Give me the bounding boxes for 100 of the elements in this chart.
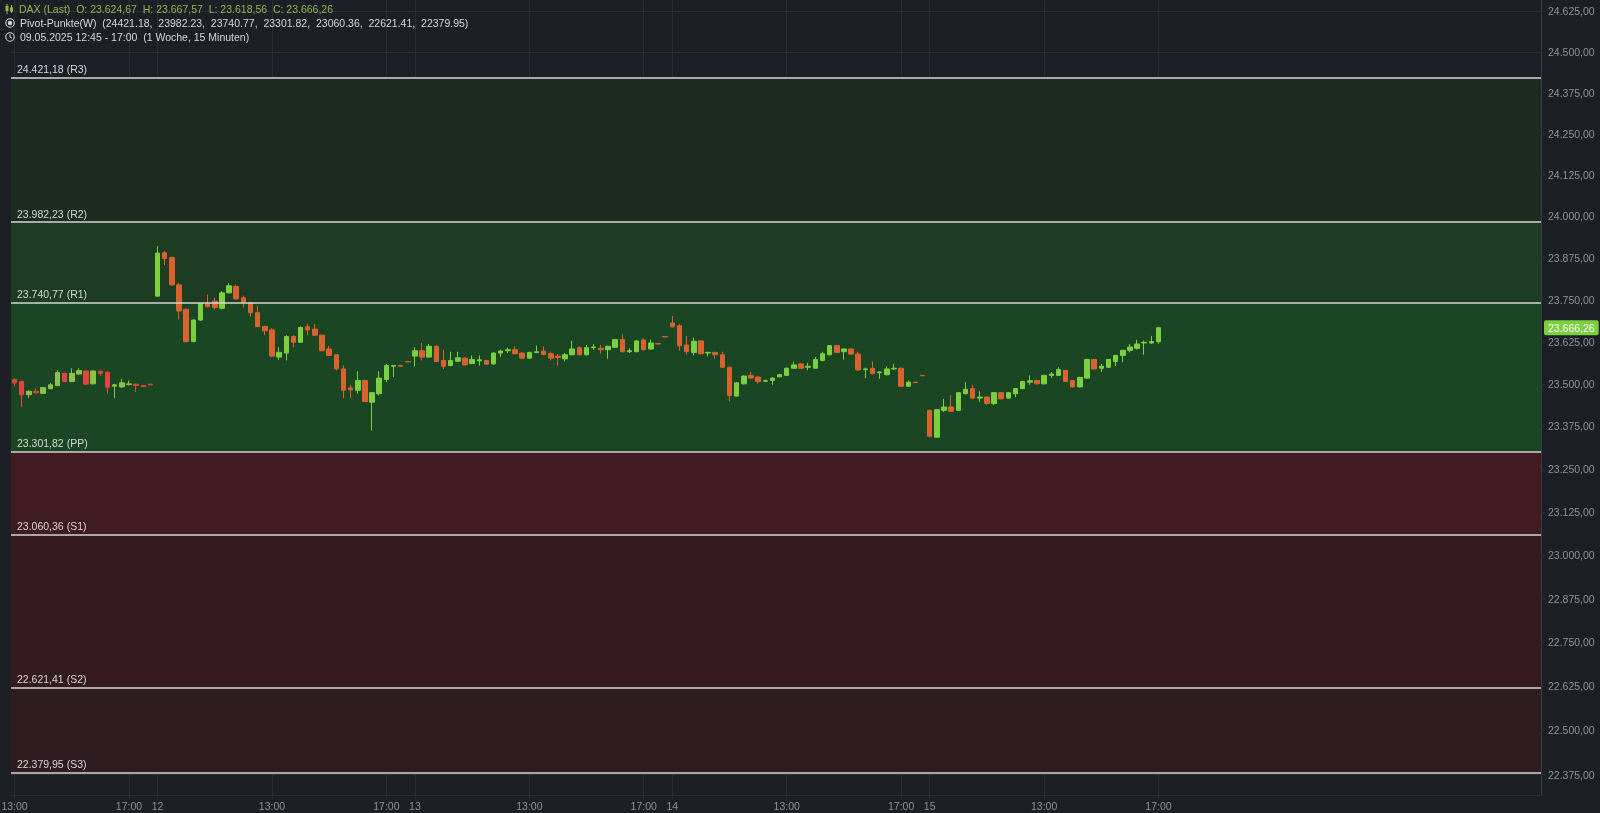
x-tick-label: 17:00 [887, 799, 915, 812]
candlestick [784, 367, 789, 377]
x-tick-label: 17:00 [373, 799, 400, 812]
ref-line-label: 23.060,36 (S1) [17, 519, 87, 532]
candlestick [584, 344, 589, 356]
candlestick [906, 379, 911, 388]
candlestick [1070, 379, 1075, 389]
candlestick [26, 389, 32, 399]
candlestick [591, 343, 596, 351]
y-tick-label: 24.250,00 [1548, 127, 1595, 140]
candlestick [820, 351, 825, 362]
candlestick [384, 363, 389, 383]
candlestick [12, 378, 17, 387]
y-tick-label: 22.750,00 [1548, 636, 1595, 649]
candlestick [963, 381, 968, 395]
candlestick [484, 359, 489, 366]
candlestick [462, 356, 468, 367]
candlestick [734, 381, 739, 398]
candlestick [133, 383, 139, 393]
annotation: 09.05.2025 12:45 - 17:00 (1 Woche, 15 Minuten) [20, 30, 250, 44]
candlestick [112, 383, 117, 399]
candlestick [956, 391, 961, 412]
ref-line-label: 23.301,82 (PP) [17, 436, 88, 449]
candlestick [870, 361, 875, 375]
candlestick [1013, 387, 1018, 398]
candlestick [677, 323, 682, 352]
x-tick-label: 13 [409, 799, 421, 812]
candlestick [334, 353, 339, 371]
y-tick-label: 22.875,00 [1548, 592, 1595, 605]
candlestick [798, 362, 804, 370]
x-tick-label: 13:00 [258, 799, 286, 812]
candlestick [634, 339, 639, 353]
candlestick [777, 373, 782, 378]
ref-line-label: 24.421,18 (R3) [17, 63, 88, 76]
candlestick [198, 302, 203, 322]
candlestick [1034, 379, 1040, 386]
candlestick [834, 344, 840, 354]
candlestick [1156, 326, 1161, 345]
ref-line-label: 22.379,95 (S3) [17, 758, 87, 771]
candlestick [534, 345, 539, 354]
y-tick-label: 23.625,00 [1548, 335, 1595, 348]
x-tick-label: 12 [151, 799, 164, 812]
candlestick [40, 386, 46, 395]
ref-line-label: 23.982,23 (R2) [17, 207, 88, 220]
candlestick [577, 345, 582, 356]
candlestick [970, 384, 975, 400]
candlestick [412, 346, 418, 368]
candlestick [684, 335, 689, 356]
candlestick [1063, 369, 1068, 383]
ref-line-label: 23.740,77 (R1) [17, 288, 88, 301]
candlestick [1020, 380, 1025, 390]
candlestick [305, 323, 310, 336]
candlestick [191, 318, 196, 343]
candlestick [727, 366, 732, 403]
candlestick [391, 365, 396, 378]
candlestick [1091, 358, 1097, 371]
candlestick [505, 347, 511, 354]
candlestick [527, 351, 532, 360]
y-tick-label: 22.500,00 [1548, 724, 1595, 737]
candlestick [948, 394, 954, 413]
candlestick [162, 250, 167, 266]
candlestick [90, 369, 96, 386]
candlestick [276, 346, 282, 361]
candlestick [419, 342, 425, 361]
candlestick [813, 356, 818, 370]
candlestick [33, 388, 39, 395]
candlestick [362, 378, 368, 403]
candlestick [1049, 371, 1054, 379]
candlestick [155, 245, 160, 297]
x-tick-label: 13:00 [773, 799, 801, 812]
candlestick [55, 369, 60, 387]
candlestick [805, 362, 811, 371]
text: 23.666,26 [1548, 321, 1595, 334]
candlestick [627, 347, 632, 354]
candlestick [233, 284, 239, 301]
candlestick [770, 376, 775, 386]
candlestick [469, 354, 475, 365]
y-tick-label: 24.375,00 [1548, 86, 1595, 99]
candlestick [255, 305, 260, 328]
candlestick [698, 339, 704, 355]
candlestick [712, 351, 718, 360]
candlestick [1056, 366, 1061, 377]
candlestick [426, 343, 432, 359]
candlestick [991, 391, 997, 406]
candlestick [148, 383, 153, 386]
x-tick-label: 13:00 [1030, 799, 1058, 812]
y-tick-label: 23.500,00 [1548, 377, 1595, 390]
candlestick [984, 395, 990, 406]
candlestick [841, 347, 847, 360]
candlestick [977, 390, 983, 403]
candlestick [355, 370, 361, 395]
candlestick [448, 351, 453, 367]
candlestick [541, 345, 546, 356]
candlestick [298, 325, 303, 344]
candlestick [291, 334, 296, 348]
candlestick [398, 364, 403, 368]
candlestick [1027, 374, 1033, 386]
x-tick-label: 13:00 [516, 799, 543, 812]
x-tick-label: 15 [923, 799, 936, 812]
candlestick [477, 354, 482, 367]
